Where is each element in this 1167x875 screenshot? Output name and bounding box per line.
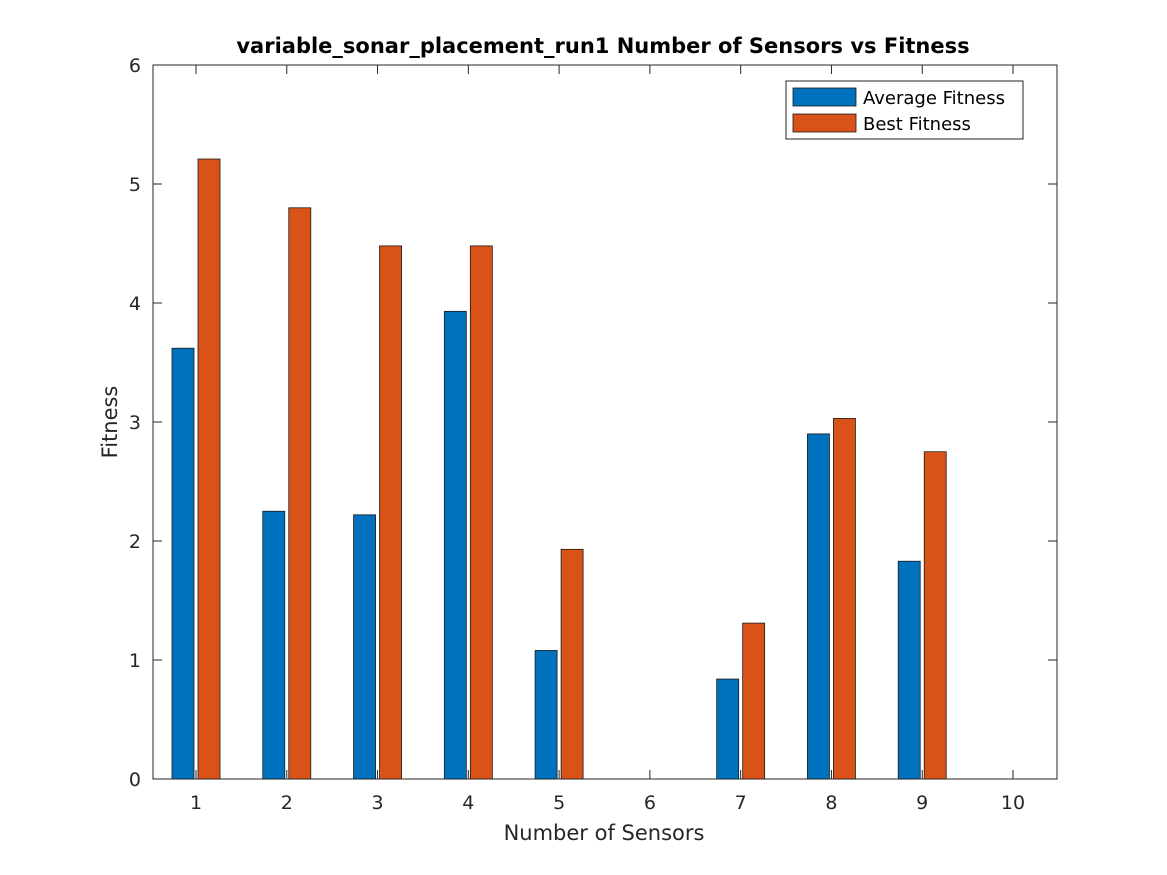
bar-best-fitness-9 [923, 451, 947, 780]
bar-best-fitness-3 [379, 245, 402, 780]
y-tick-label: 3 [129, 412, 141, 434]
bar-best-fitness-8 [833, 418, 856, 780]
bar-average-fitness-8 [807, 433, 830, 780]
y-tick-label: 0 [129, 769, 141, 791]
y-axis-title: Fitness [98, 386, 122, 459]
y-tick-label: 6 [129, 55, 141, 77]
x-tick-label: 9 [916, 792, 928, 814]
bar-average-fitness-9 [897, 560, 921, 780]
bar-best-fitness-1 [197, 158, 221, 780]
y-axis: 0 1 2 3 4 5 6 [129, 55, 1057, 791]
bar-average-fitness-3 [353, 514, 376, 780]
x-tick-label: 10 [1001, 792, 1025, 814]
x-axis-title: Number of Sensors [504, 821, 705, 845]
bar-average-fitness-1 [171, 347, 195, 780]
bar-best-fitness-7 [742, 622, 766, 780]
y-tick-label: 5 [129, 174, 141, 196]
x-tick-label: 6 [644, 792, 656, 814]
bar-average-fitness-5 [534, 650, 558, 780]
legend-swatch-average [792, 87, 857, 107]
bar-average-fitness-4 [443, 310, 467, 780]
y-tick-label: 4 [129, 293, 141, 315]
chart-title: variable_sonar_placement_run1 Number of … [236, 34, 969, 58]
bar-best-fitness-5 [560, 548, 584, 780]
x-tick-label: 4 [462, 792, 474, 814]
x-tick-label: 5 [553, 792, 565, 814]
bar-average-fitness-2 [262, 510, 286, 780]
x-tick-label: 7 [735, 792, 747, 814]
bar-average-fitness-7 [716, 678, 740, 780]
legend-label-average: Average Fitness [863, 88, 1005, 109]
x-tick-label: 2 [281, 792, 293, 814]
bar-best-fitness-2 [288, 207, 312, 780]
legend-label-best: Best Fitness [863, 114, 971, 135]
x-tick-label: 1 [190, 792, 202, 814]
y-tick-label: 2 [129, 531, 141, 553]
x-axis: 1 2 3 4 5 6 7 8 9 10 [190, 65, 1025, 814]
x-tick-label: 3 [372, 792, 384, 814]
bar-best-fitness-4 [469, 245, 493, 780]
bars-group [171, 158, 947, 780]
y-tick-label: 1 [129, 650, 141, 672]
legend: Average Fitness Best Fitness [785, 80, 1024, 140]
legend-swatch-best [792, 113, 857, 133]
x-tick-label: 8 [825, 792, 837, 814]
